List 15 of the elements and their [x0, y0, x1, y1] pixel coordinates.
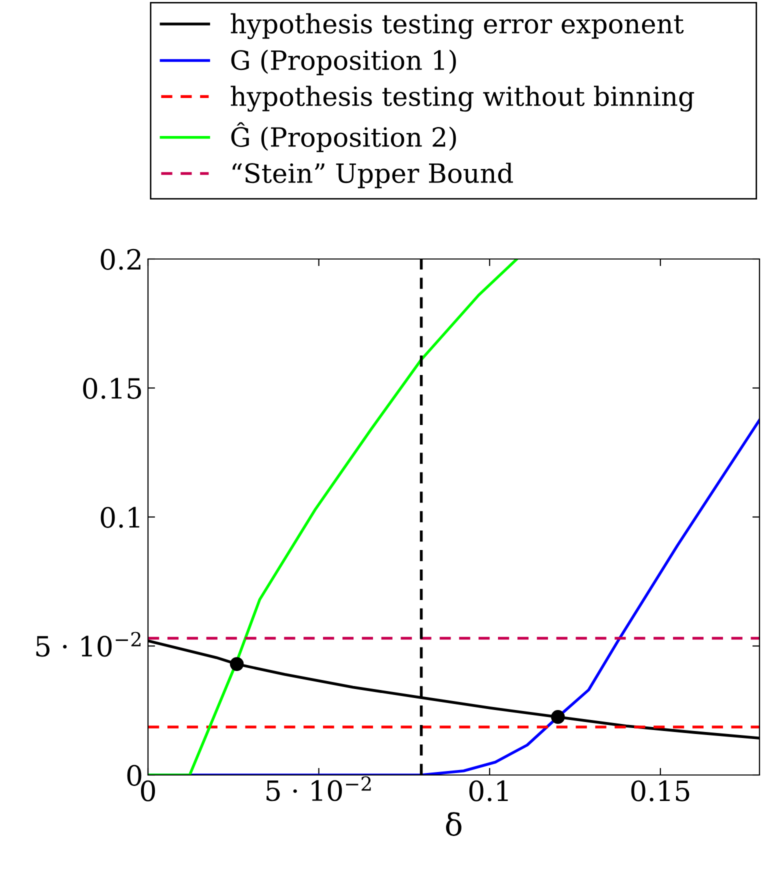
- x-tick-label: 0.1: [469, 780, 508, 802]
- x-tick-label: 0.15: [631, 780, 690, 802]
- legend-label: G (Proposition 1): [231, 50, 456, 76]
- y-tick-label: 0.15: [83, 378, 141, 399]
- legend-label: hypothesis testing error exponent: [230, 13, 684, 40]
- legend-label: hypothesis testing without binning: [230, 86, 694, 112]
- y-tick-label: 5 · 10$^{−2}$: [36, 632, 140, 657]
- y-tick-label: 0: [127, 764, 142, 786]
- x-axis-title: δ: [446, 812, 462, 836]
- x-tick-label: 0: [140, 780, 155, 802]
- y-tick-label: 0.2: [100, 248, 140, 270]
- x-tick-label: 5 · 10$^{−2}$: [266, 776, 371, 802]
- y-tick-label: 0.1: [100, 506, 140, 528]
- legend-label: Ĝ (Proposition 2): [231, 122, 456, 152]
- legend-label: “Stein” Upper Bound: [232, 162, 513, 188]
